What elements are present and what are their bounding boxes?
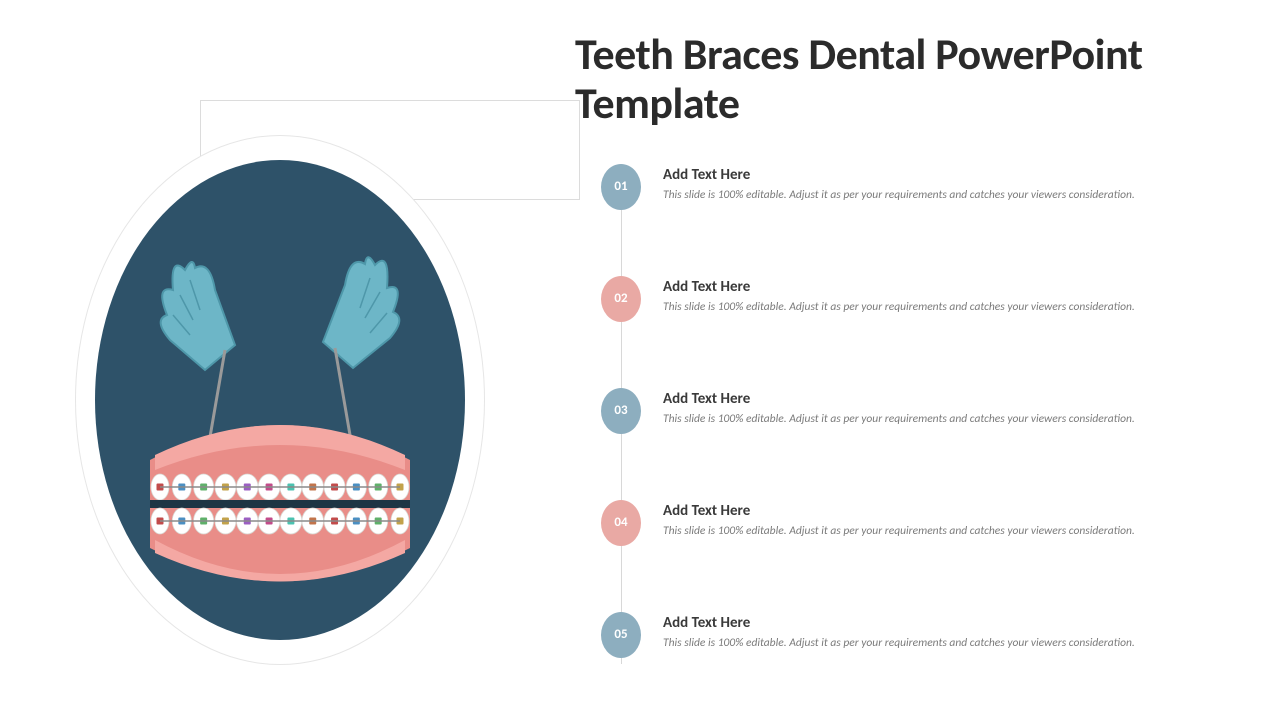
item-badge: 02 [601,276,641,322]
item-text: Add Text Here This slide is 100% editabl… [663,276,1135,316]
item-text: Add Text Here This slide is 100% editabl… [663,164,1135,204]
item-text: Add Text Here This slide is 100% editabl… [663,500,1135,540]
item-heading: Add Text Here [663,502,1135,520]
item-heading: Add Text Here [663,166,1135,184]
item-text: Add Text Here This slide is 100% editabl… [663,612,1135,652]
item-heading: Add Text Here [663,390,1135,408]
illustration-frame-inner [95,160,465,640]
item-desc: This slide is 100% editable. Adjust it a… [663,636,1135,652]
item-desc: This slide is 100% editable. Adjust it a… [663,188,1135,204]
item-badge: 01 [601,164,641,210]
item-text: Add Text Here This slide is 100% editabl… [663,388,1135,428]
timeline-item: 05 Add Text Here This slide is 100% edit… [601,612,1255,658]
item-desc: This slide is 100% editable. Adjust it a… [663,300,1135,316]
item-desc: This slide is 100% editable. Adjust it a… [663,412,1135,428]
item-badge: 03 [601,388,641,434]
teeth-model-icon [150,425,410,582]
timeline-item: 02 Add Text Here This slide is 100% edit… [601,276,1255,322]
left-panel [0,0,560,720]
item-heading: Add Text Here [663,278,1135,296]
timeline-item: 01 Add Text Here This slide is 100% edit… [601,164,1255,210]
right-panel: Teeth Braces Dental PowerPoint Template … [575,30,1255,724]
timeline-item: 03 Add Text Here This slide is 100% edit… [601,388,1255,434]
timeline: 01 Add Text Here This slide is 100% edit… [601,164,1255,658]
item-desc: This slide is 100% editable. Adjust it a… [663,524,1135,540]
item-badge: 05 [601,612,641,658]
item-heading: Add Text Here [663,614,1135,632]
dental-illustration [95,160,465,640]
item-badge: 04 [601,500,641,546]
slide-title: Teeth Braces Dental PowerPoint Template [575,30,1255,129]
timeline-item: 04 Add Text Here This slide is 100% edit… [601,500,1255,546]
